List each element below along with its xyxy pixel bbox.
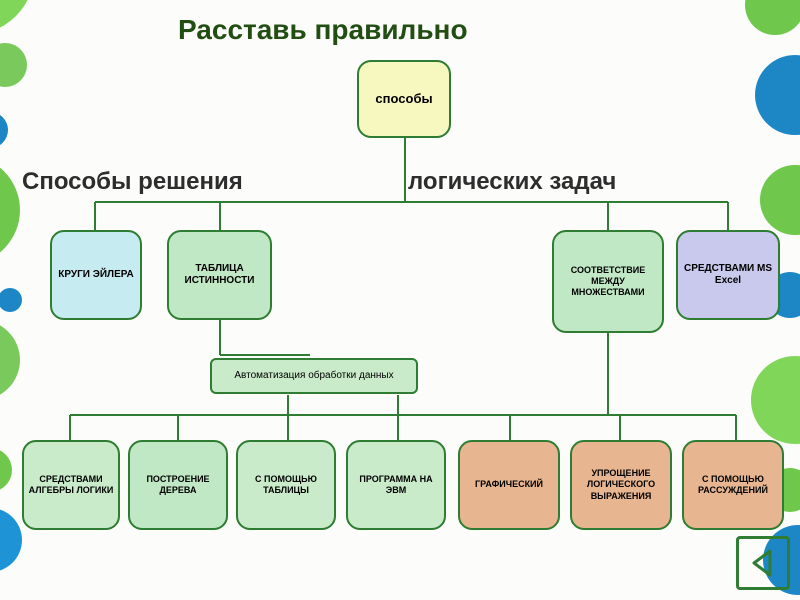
node-euler[interactable]: КРУГИ ЭЙЛЕРА — [50, 230, 142, 320]
node-table-label: С ПОМОЩЬЮ ТАБЛИЦЫ — [242, 474, 330, 497]
node-algebra-label: СРЕДСТВАМИ АЛГЕБРЫ ЛОГИКИ — [28, 474, 114, 497]
node-reason-label: С ПОМОЩЬЮ РАССУЖДЕНИЙ — [688, 474, 778, 497]
decoration-circle — [0, 448, 12, 492]
node-root[interactable]: способы — [357, 60, 451, 138]
node-reason[interactable]: С ПОМОЩЬЮ РАССУЖДЕНИЙ — [682, 440, 784, 530]
node-excel[interactable]: СРЕДСТВАМИ MS Excel — [676, 230, 780, 320]
decoration-circle — [760, 165, 800, 235]
subtitle-right: логических задач — [408, 168, 616, 196]
node-root-label: способы — [375, 91, 432, 107]
node-simplify[interactable]: УПРОЩЕНИЕ ЛОГИЧЕСКОГО ВЫРАЖЕНИЯ — [570, 440, 672, 530]
node-auto[interactable]: Автоматизация обработки данных — [210, 358, 418, 394]
node-table[interactable]: С ПОМОЩЬЮ ТАБЛИЦЫ — [236, 440, 336, 530]
node-algebra[interactable]: СРЕДСТВАМИ АЛГЕБРЫ ЛОГИКИ — [22, 440, 120, 530]
node-euler-label: КРУГИ ЭЙЛЕРА — [58, 269, 134, 282]
decoration-circle — [0, 0, 35, 35]
node-truth-label: ТАБЛИЦА ИСТИННОСТИ — [173, 263, 266, 288]
node-truth[interactable]: ТАБЛИЦА ИСТИННОСТИ — [167, 230, 272, 320]
prev-button[interactable] — [736, 536, 790, 590]
node-graphic-label: ГРАФИЧЕСКИЙ — [475, 479, 543, 490]
node-sets-label: СООТВЕТСТВИЕ МЕЖДУ МНОЖЕСТВАМИ — [558, 265, 658, 299]
node-evm-label: ПРОГРАММА НА ЭВМ — [352, 474, 440, 497]
node-excel-label: СРЕДСТВАМИ MS Excel — [682, 263, 774, 288]
decoration-circle — [0, 288, 22, 312]
decoration-circle — [0, 43, 27, 87]
page-title: Расставь правильно — [178, 14, 468, 46]
node-simplify-label: УПРОЩЕНИЕ ЛОГИЧЕСКОГО ВЫРАЖЕНИЯ — [576, 468, 666, 502]
subtitle-left: Способы решения — [22, 168, 243, 196]
node-tree-label: ПОСТРОЕНИЕ ДЕРЕВА — [134, 474, 222, 497]
decoration-circle — [0, 508, 22, 572]
prev-icon — [748, 548, 778, 578]
node-tree[interactable]: ПОСТРОЕНИЕ ДЕРЕВА — [128, 440, 228, 530]
node-evm[interactable]: ПРОГРАММА НА ЭВМ — [346, 440, 446, 530]
decoration-circle — [0, 155, 20, 265]
slide-stage: Расставь правильно Способы решения логич… — [0, 0, 800, 600]
node-graphic[interactable]: ГРАФИЧЕСКИЙ — [458, 440, 560, 530]
node-auto-label: Автоматизация обработки данных — [234, 370, 393, 383]
node-sets[interactable]: СООТВЕТСТВИЕ МЕЖДУ МНОЖЕСТВАМИ — [552, 230, 664, 333]
decoration-circle — [755, 55, 800, 135]
decoration-circle — [751, 356, 800, 444]
decoration-circle — [0, 112, 8, 148]
decoration-circle — [0, 320, 20, 400]
decoration-circle — [745, 0, 800, 35]
